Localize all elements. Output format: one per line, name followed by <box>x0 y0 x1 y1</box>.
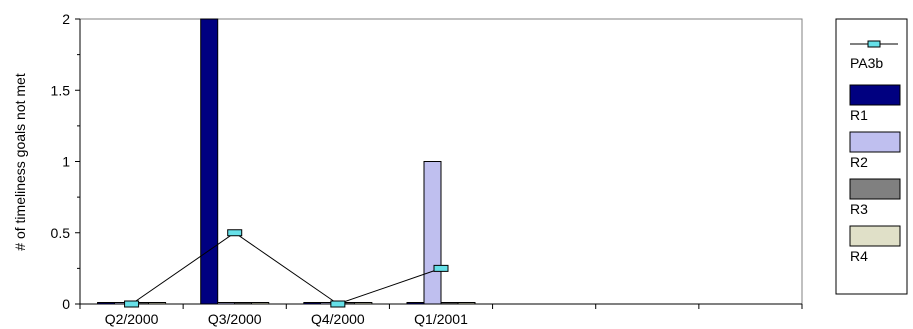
legend: PA3b R1 R2 R3 R4 <box>835 18 908 295</box>
marker-pa3b <box>227 229 243 237</box>
legend-label: R3 <box>850 201 868 217</box>
marker-pa3b <box>330 300 346 308</box>
line-pa3b <box>131 232 442 305</box>
legend-box <box>835 18 908 295</box>
bar-r3 <box>234 302 253 305</box>
bar-r2 <box>423 161 442 305</box>
bar-r2 <box>217 302 236 305</box>
x-tick-label: Q2/2000 <box>105 311 159 327</box>
bar-r1 <box>406 302 425 305</box>
plot-area: 0 0.5 1 1.5 2 Q2/2000 Q3/2000 Q4/2000 Q1/2001 <box>51 11 803 327</box>
x-tick-label: Q1/2001 <box>414 311 468 327</box>
marker-pa3b <box>124 300 140 308</box>
legend-label: PA3b <box>850 55 883 71</box>
legend-swatch-r2 <box>849 131 901 153</box>
legend-swatch-r3 <box>849 178 901 200</box>
y-tick-label: 1.5 <box>51 82 71 98</box>
bar-r4 <box>148 302 167 305</box>
bar-r4 <box>354 302 373 305</box>
legend-marker-swatch <box>867 40 881 48</box>
y-tick-label: 1 <box>62 154 70 170</box>
bar-r1 <box>97 302 116 305</box>
y-tick-label: 0.5 <box>51 225 71 241</box>
bar-r1 <box>303 302 322 305</box>
legend-label: R2 <box>850 154 868 170</box>
legend-label: R4 <box>850 248 868 264</box>
y-axis-label: # of timeliness goals not met <box>12 73 28 251</box>
legend-swatch-r4 <box>849 225 901 247</box>
bar-r4 <box>251 302 270 305</box>
x-tick-label: Q4/2000 <box>311 311 365 327</box>
legend-label: R1 <box>850 107 868 123</box>
y-tick-label: 0 <box>62 296 70 312</box>
y-tick-label: 2 <box>62 11 70 27</box>
x-tick-label: Q3/2000 <box>208 311 262 327</box>
bar-r4 <box>457 302 476 305</box>
legend-swatch-r1 <box>849 84 901 106</box>
marker-pa3b <box>433 264 449 272</box>
bar-r1 <box>200 18 219 305</box>
bar-r3 <box>440 302 459 305</box>
